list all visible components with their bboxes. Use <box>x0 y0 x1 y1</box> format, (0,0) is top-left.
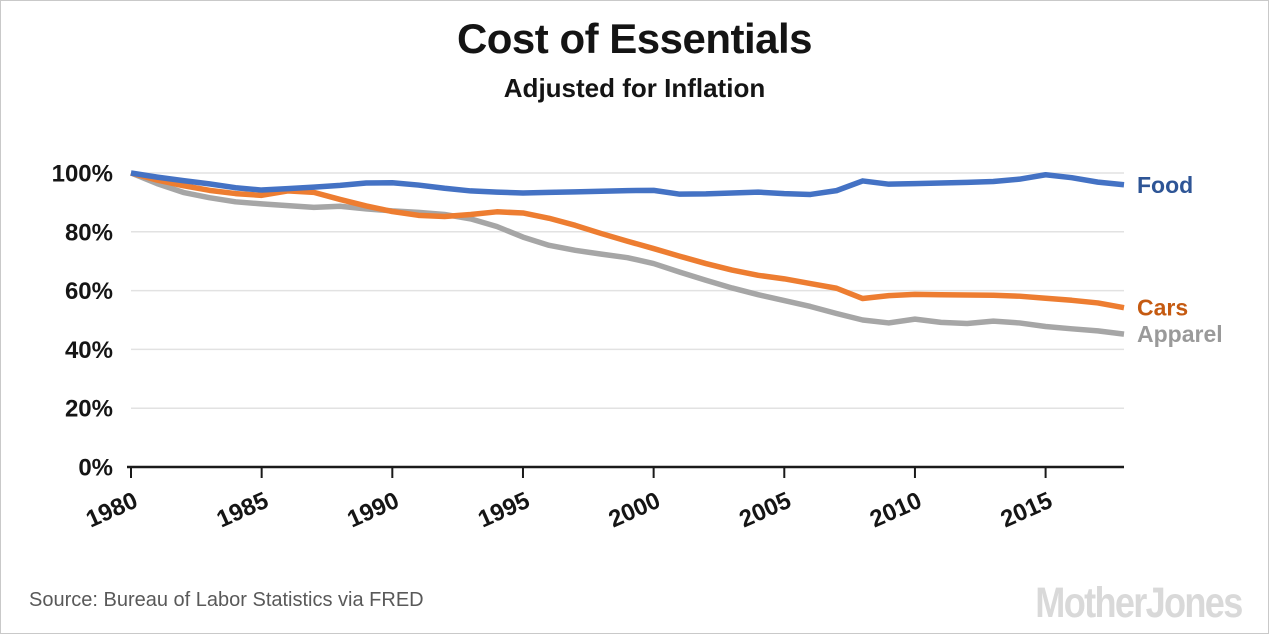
series-line-food <box>130 170 1125 198</box>
x-axis-label: 1995 <box>474 487 534 533</box>
x-axis-label: 2015 <box>997 487 1057 533</box>
y-axis-label: 80% <box>65 219 113 246</box>
y-axis-label: 100% <box>52 161 113 188</box>
x-axis-label: 1985 <box>213 487 273 533</box>
series-line-apparel <box>129 170 1125 337</box>
x-axis-label: 2000 <box>605 487 665 533</box>
legend-apparel: Apparel <box>1137 321 1223 347</box>
series-line-cars <box>130 170 1125 311</box>
y-axis-label: 40% <box>65 337 113 364</box>
x-axis-label: 1990 <box>343 487 403 533</box>
y-axis-label: 20% <box>65 396 113 423</box>
legend-cars: Cars <box>1137 295 1188 321</box>
source-note: Source: Bureau of Labor Statistics via F… <box>29 589 424 611</box>
legend-food: Food <box>1137 172 1193 198</box>
x-axis-label: 2005 <box>735 487 795 533</box>
chart-title: Cost of Essentials <box>456 15 813 62</box>
x-axis-label: 2010 <box>866 487 926 533</box>
mother-jones-logo: MotherJones <box>1035 579 1244 627</box>
y-axis-label: 0% <box>78 455 113 482</box>
y-axis-label: 60% <box>65 278 113 305</box>
chart-subtitle: Adjusted for Inflation <box>503 73 766 103</box>
x-axis-label: 1980 <box>82 487 142 533</box>
